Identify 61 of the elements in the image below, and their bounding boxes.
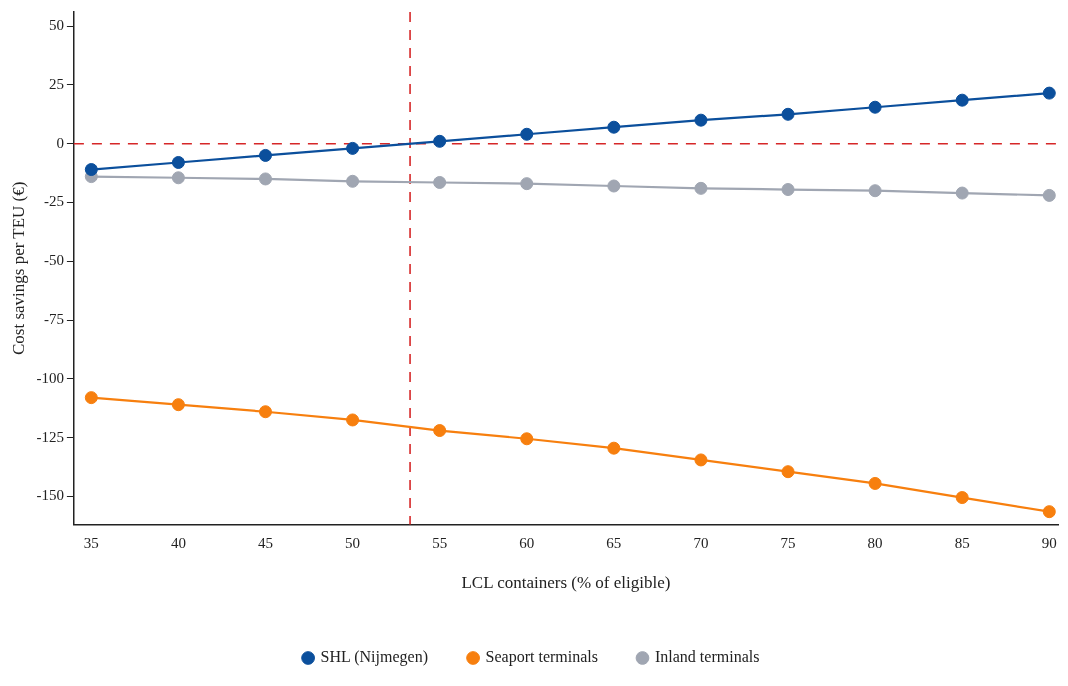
point	[258, 405, 272, 419]
point	[520, 432, 534, 446]
point	[694, 113, 708, 127]
point	[955, 491, 969, 505]
point	[346, 413, 360, 427]
point	[1042, 188, 1056, 202]
x-tick-label: 45	[257, 534, 273, 551]
point	[868, 100, 882, 114]
point	[868, 184, 882, 198]
x-tick-label: 75	[780, 534, 796, 551]
point	[607, 179, 621, 193]
x-tick-label: 50	[345, 534, 361, 551]
point	[781, 107, 795, 121]
y-tick-label: 0	[56, 134, 64, 151]
x-tick-label: 65	[606, 534, 622, 551]
y-tick-label: 50	[48, 17, 64, 34]
point	[955, 186, 969, 200]
x-tick-label: 85	[954, 534, 970, 551]
legend-label: SHL (Nijmegen)	[320, 648, 428, 667]
y-axis-title: Cost savings per TEU (€)	[8, 181, 28, 356]
x-tick-label: 35	[83, 534, 99, 551]
x-tick-label: 40	[170, 534, 186, 551]
point	[781, 183, 795, 197]
point	[171, 155, 185, 169]
point	[171, 171, 185, 185]
point	[694, 453, 708, 467]
point	[258, 148, 272, 162]
point	[171, 398, 185, 412]
point	[258, 172, 272, 186]
y-tick-label: -50	[43, 252, 64, 269]
point	[433, 175, 447, 189]
x-tick-label: 60	[519, 534, 535, 551]
y-tick-label: 25	[48, 75, 64, 92]
point	[346, 141, 360, 155]
x-axis-title: LCL containers (% of eligible)	[461, 573, 671, 593]
point	[1042, 505, 1056, 519]
y-tick-label: -75	[43, 310, 64, 327]
point	[1042, 86, 1056, 100]
point	[433, 134, 447, 148]
y-tick-label: -100	[36, 369, 64, 386]
point	[433, 424, 447, 438]
legend-label: Inland terminals	[654, 648, 760, 666]
point	[607, 120, 621, 134]
x-tick-label: 55	[432, 534, 448, 551]
x-tick-label: 70	[693, 534, 709, 551]
x-tick-label: 80	[867, 534, 883, 551]
legend-label: Seaport terminals	[485, 648, 598, 667]
point	[868, 476, 882, 490]
point	[781, 465, 795, 479]
point	[346, 174, 360, 188]
point	[694, 181, 708, 195]
x-tick-label: 90	[1041, 534, 1057, 551]
y-tick-label: -25	[43, 193, 64, 210]
point	[607, 441, 621, 455]
point	[84, 391, 98, 405]
y-tick-label: -125	[36, 428, 64, 445]
point	[520, 177, 534, 191]
y-tick-label: -150	[36, 487, 64, 504]
point	[520, 127, 534, 141]
point	[955, 93, 969, 107]
point	[84, 163, 98, 177]
